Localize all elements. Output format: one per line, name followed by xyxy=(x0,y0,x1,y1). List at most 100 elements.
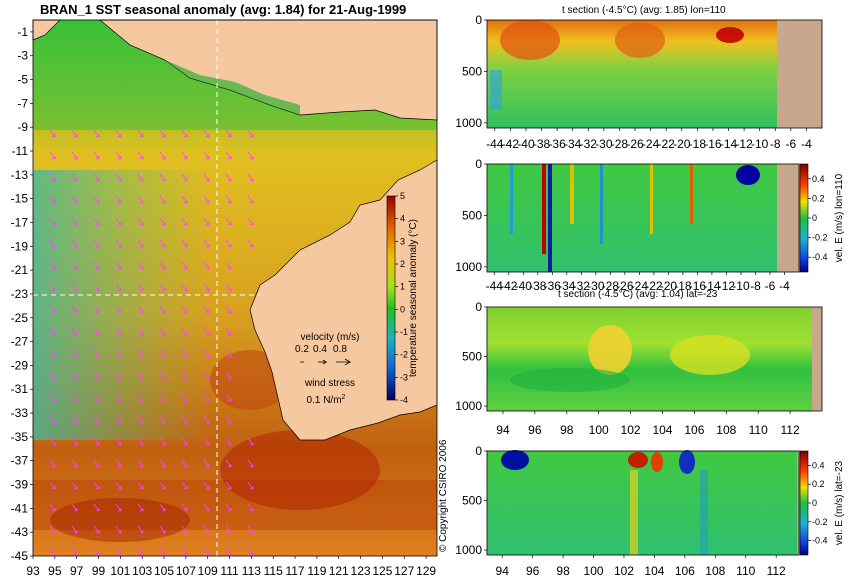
colorbar-tick-label: 2 xyxy=(400,259,405,269)
map-y-tick-label: -37 xyxy=(11,454,29,468)
svg-text:velocity (m/s): velocity (m/s) xyxy=(301,332,360,343)
section-x-tick-label: -20 xyxy=(660,279,678,293)
section-x-tick-label: -22 xyxy=(645,279,663,293)
section-title-lon: t section (-4.5°C) (avg: 1.85) lon=110 xyxy=(562,5,726,16)
map-x-axis: 93 95 97 99 101 103 105 107 109 111 113 115 117 119 12… xyxy=(26,556,436,578)
map-title: BRAN_1 SST seasonal anomaly (avg: 1.84) … xyxy=(40,2,407,17)
colorbar-tick-label: 3 xyxy=(400,236,405,246)
section-x-tick-label: -42 xyxy=(502,137,520,151)
vel-colorbar-label: vel. E (m/s) lat=-23 xyxy=(834,460,845,545)
section-x-tick-label: 104 xyxy=(644,564,664,578)
section-y-tick-label: 500 xyxy=(462,350,482,364)
map-y-tick-label: -41 xyxy=(11,501,29,515)
velocity-legend: velocity (m/s) 0.2 0.4 0.8 wind stress 0… xyxy=(295,332,359,406)
section-x-tick-label: -34 xyxy=(558,279,576,293)
map-y-tick-label: -7 xyxy=(17,96,28,110)
section-x-tick-label: -30 xyxy=(587,279,605,293)
vel-colorbar-tick-label: 0.4 xyxy=(812,460,825,470)
map-x-tick-label: 105 xyxy=(154,564,174,578)
svg-text:0.1 N/m2: 0.1 N/m2 xyxy=(307,394,346,406)
section-x-tick-label: -20 xyxy=(673,137,691,151)
section-x-tick-label: -34 xyxy=(564,137,582,151)
section-y-tick-label: 0 xyxy=(475,444,482,458)
map-x-tick-label: 113 xyxy=(242,564,261,578)
map-y-tick-label: -3 xyxy=(17,49,28,63)
svg-text:0.2: 0.2 xyxy=(295,344,309,355)
wind-stress-arrows xyxy=(49,129,254,556)
map-y-tick-label: -43 xyxy=(11,525,29,539)
section-x-tick-label: -12 xyxy=(718,279,736,293)
section-x-tick-label: 108 xyxy=(705,564,725,578)
vel-colorbar-tick-label: 0.2 xyxy=(812,193,825,203)
section-x-tick-label: -44 xyxy=(486,137,504,151)
colorbar-tick-label: -4 xyxy=(400,395,408,405)
section-x-tick-label: -6 xyxy=(786,137,797,151)
svg-text:wind stress: wind stress xyxy=(304,378,355,389)
map-x-tick-label: 129 xyxy=(416,564,436,578)
map-x-tick-label: 95 xyxy=(48,564,62,578)
panel-v-lon xyxy=(486,163,809,273)
vel-colorbar-tick-label: 0.4 xyxy=(812,174,825,184)
vel-colorbar-tick-label: -0.2 xyxy=(812,517,828,527)
colorbar-tick-label: -2 xyxy=(400,350,408,360)
section-x-tick-label: 98 xyxy=(556,564,570,578)
section-x-tick-label: 102 xyxy=(621,423,641,437)
vel-colorbar-label: vel. E (m/s) lon=110 xyxy=(834,173,845,262)
section-x-tick-label: -24 xyxy=(642,137,660,151)
section-x-tick-label: 106 xyxy=(675,564,695,578)
section-x-tick-label: 96 xyxy=(526,564,540,578)
map-x-tick-label: 121 xyxy=(329,564,349,578)
colorbar-tick-label: 1 xyxy=(400,282,405,292)
section-x-tick-label: -26 xyxy=(626,137,644,151)
map-x-tick-label: 97 xyxy=(70,564,84,578)
vel-colorbar-tick-label: 0 xyxy=(812,213,817,223)
section-x-tick-label: -40 xyxy=(517,137,535,151)
section-x-tick-label: -8 xyxy=(750,279,761,293)
section-y-tick-label: 1000 xyxy=(455,543,482,557)
section-x-tick-label: -10 xyxy=(751,137,769,151)
map-x-tick-label: 107 xyxy=(176,564,196,578)
section-x-tick-label: -18 xyxy=(674,279,692,293)
section-x-tick-label: 102 xyxy=(614,564,634,578)
section-x-tick-label: -42 xyxy=(500,279,518,293)
section-x-tick-label: -28 xyxy=(602,279,620,293)
svg-text:0.8: 0.8 xyxy=(333,344,347,355)
section-y-tick-label: 1000 xyxy=(455,399,482,413)
vel-colorbar-tick-label: 0.2 xyxy=(812,479,825,489)
section-x-tick-label: 112 xyxy=(781,423,800,437)
panel-t-lat xyxy=(486,306,823,412)
section-x-tick-label: 110 xyxy=(736,564,755,578)
section-x-tick-label: 94 xyxy=(496,564,510,578)
section-x-tick-label: -14 xyxy=(703,279,721,293)
section-x-tick-label: -32 xyxy=(573,279,591,293)
section-x-tick-label: 98 xyxy=(560,423,574,437)
section-x-tick-label: -26 xyxy=(616,279,634,293)
section-x-tick-label: -30 xyxy=(595,137,613,151)
map-x-tick-label: 93 xyxy=(26,564,40,578)
map-x-tick-label: 127 xyxy=(394,564,414,578)
section-y-tick-label: 500 xyxy=(462,64,482,78)
section-x-tick-label: -4 xyxy=(779,279,790,293)
section-x-tick-label: 96 xyxy=(528,423,542,437)
panel-v-lat xyxy=(486,450,809,556)
section-x-tick-label: -40 xyxy=(515,279,533,293)
section-title-lat: t section (-4.5°C) (avg: 1.04) lat=-23 xyxy=(558,289,718,300)
temperature-colorbar: 5 4 3 2 1 0 -1 -2 -3 -4 temperature seasonal anom… xyxy=(386,191,419,405)
map-x-tick-label: 103 xyxy=(132,564,152,578)
map-x-tick-label: 101 xyxy=(110,564,130,578)
section-x-tick-label: -38 xyxy=(533,137,551,151)
map-y-tick-label: -19 xyxy=(11,239,29,253)
map-x-tick-label: 99 xyxy=(92,564,106,578)
colorbar-tick-label: 0 xyxy=(400,304,405,314)
map-y-tick-label: -39 xyxy=(11,478,29,492)
section-y-tick-label: 0 xyxy=(475,300,482,314)
section-y-tick-label: 500 xyxy=(462,494,482,508)
map-y-tick-label: -23 xyxy=(11,287,29,301)
map-x-tick-label: 115 xyxy=(264,564,283,578)
map-x-tick-label: 119 xyxy=(307,564,326,578)
map-x-tick-label: 117 xyxy=(285,564,304,578)
map-y-tick-label: -45 xyxy=(11,549,29,563)
section-x-tick-label: -18 xyxy=(689,137,707,151)
section-x-tick-label: 110 xyxy=(749,423,768,437)
colorbar-tick-label: -1 xyxy=(400,327,408,337)
